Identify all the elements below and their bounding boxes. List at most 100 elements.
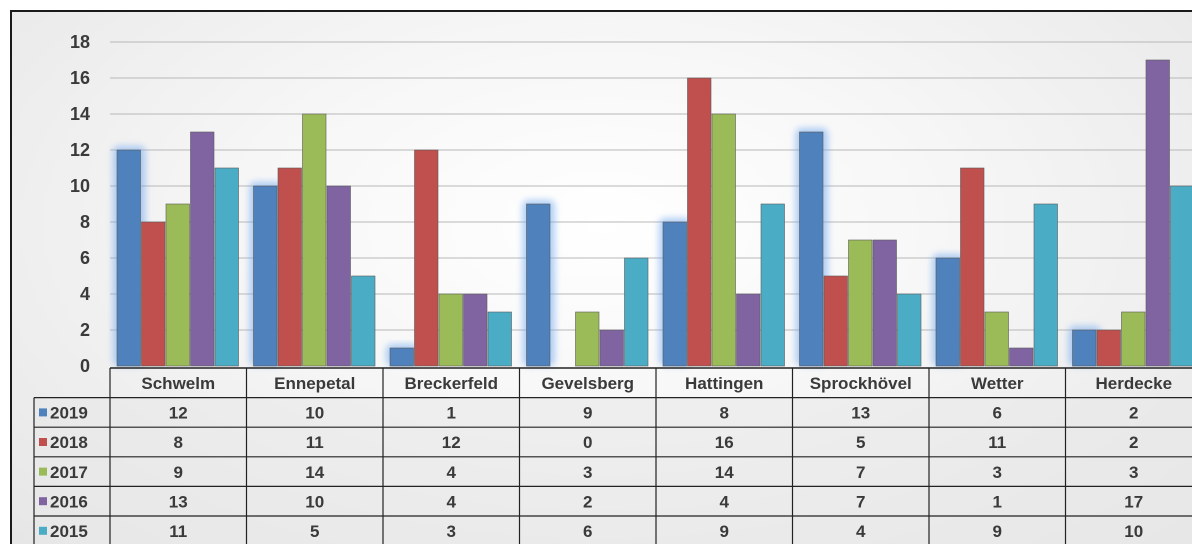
table-cell: 3 [1129, 463, 1138, 482]
legend-key [39, 526, 47, 535]
table-cell: 1 [447, 404, 456, 423]
bar-2018-breckerfeld [414, 149, 439, 367]
bar-2016-ennepetal [326, 185, 351, 367]
legend-key [39, 467, 47, 476]
bar-2018-hattingen [687, 77, 712, 367]
bar-2015-ennepetal [351, 275, 376, 367]
y-tick-label: 2 [80, 320, 90, 340]
bar-2017-wetter [984, 311, 1009, 367]
table-cell: 9 [583, 404, 592, 423]
bar-2018-wetter [960, 167, 985, 367]
table-cell: 14 [305, 463, 324, 482]
bar-2019-breckerfeld [389, 347, 414, 367]
bar-2018-ennepetal [277, 167, 302, 367]
table-cell: 8 [720, 404, 729, 423]
category-label: Hattingen [685, 374, 763, 393]
category-label: Herdecke [1095, 374, 1172, 393]
table-cell: 9 [174, 463, 183, 482]
bar-2019-schwelm [116, 149, 141, 367]
bar-2018-herdecke [1096, 329, 1121, 367]
table-cell: 0 [583, 433, 592, 452]
bar-2018-schwelm [141, 221, 166, 367]
data-table: Schwelm Ennepetal Breckerfeld Gevelsberg Hat… [33, 367, 1192, 544]
y-tick-label: 6 [80, 248, 90, 268]
bar-2015-schwelm [214, 167, 239, 367]
y-tick-label: 14 [70, 104, 90, 124]
table-cell: 13 [851, 404, 870, 423]
table-cell: 5 [310, 522, 319, 541]
table-cell: 16 [715, 433, 734, 452]
legend-key [39, 497, 47, 506]
table-cell: 17 [1124, 492, 1143, 511]
bar-2019-herdecke [1072, 329, 1097, 367]
y-tick-label: 16 [70, 68, 90, 88]
bar-2015-gevelsberg [624, 257, 649, 367]
table-cell: 6 [583, 522, 592, 541]
bar-2016-breckerfeld [463, 293, 488, 367]
bar-2017-schwelm [165, 203, 190, 367]
bar-2017-gevelsberg [575, 311, 600, 367]
category-label: Ennepetal [274, 374, 355, 393]
table-cell: 13 [169, 492, 188, 511]
table-cell: 4 [447, 463, 457, 482]
legend-label: 2019 [50, 404, 88, 423]
table-cell: 11 [988, 433, 1006, 452]
bar-2015-hattingen [760, 203, 785, 367]
bar-2016-sprockhovel [872, 239, 897, 367]
bar-2015-wetter [1033, 203, 1058, 367]
category-label: Gevelsberg [541, 374, 634, 393]
table-cell: 2 [1129, 404, 1138, 423]
table-cell: 8 [174, 433, 183, 452]
table-cell: 2 [1129, 433, 1138, 452]
legend-key [39, 408, 47, 417]
bar-2017-herdecke [1121, 311, 1146, 367]
table-cell: 11 [306, 433, 324, 452]
bar-2015-sprockhovel [897, 293, 922, 367]
legend-label: 2015 [50, 522, 88, 541]
bar-2019-gevelsberg [526, 203, 551, 367]
table-background [34, 397, 1192, 544]
bar-2016-herdecke [1145, 59, 1170, 367]
legend-label: 2017 [50, 463, 88, 482]
table-cell: 4 [856, 522, 866, 541]
table-cell: 3 [447, 522, 456, 541]
table-cell: 10 [305, 404, 324, 423]
table-cell: 9 [993, 522, 1002, 541]
bar-2017-ennepetal [302, 113, 327, 367]
legend-key [39, 438, 47, 446]
bar-2019-ennepetal [253, 185, 278, 367]
table-cell: 9 [720, 522, 729, 541]
bar-2017-breckerfeld [438, 293, 463, 367]
table-cell: 11 [169, 522, 187, 541]
table-cell: 4 [720, 492, 730, 511]
y-tick-label: 4 [80, 284, 90, 304]
bar-2017-hattingen [711, 113, 736, 367]
y-axis: 0 2 4 6 8 10 12 14 16 18 [70, 32, 90, 376]
table-cell: 1 [993, 492, 1002, 511]
bar-2019-hattingen [662, 221, 687, 367]
gridlines [110, 41, 1192, 331]
bar-2019-wetter [935, 257, 960, 367]
y-tick-label: 0 [80, 356, 90, 376]
table-cell: 3 [993, 463, 1002, 482]
bar-2016-gevelsberg [599, 329, 624, 367]
category-label: Wetter [971, 374, 1024, 393]
category-label: Sprockhövel [810, 374, 912, 393]
bar-2018-sprockhovel [823, 275, 848, 367]
bar-2016-schwelm [190, 131, 215, 367]
table-cell: 10 [305, 492, 324, 511]
bars [116, 59, 1192, 367]
bar-2017-sprockhovel [848, 239, 873, 367]
table-cell: 5 [856, 433, 865, 452]
table-cell: 12 [442, 433, 461, 452]
table-cell: 3 [583, 463, 592, 482]
y-tick-label: 12 [70, 140, 90, 160]
bar-2019-sprockhovel [799, 131, 824, 367]
table-cell: 4 [447, 492, 457, 511]
y-tick-label: 8 [80, 212, 90, 232]
table-cell: 2 [583, 492, 592, 511]
table-cell: 12 [169, 404, 188, 423]
table-cell: 6 [993, 404, 1002, 423]
y-tick-label: 10 [70, 176, 90, 196]
bar-2016-hattingen [736, 293, 761, 367]
